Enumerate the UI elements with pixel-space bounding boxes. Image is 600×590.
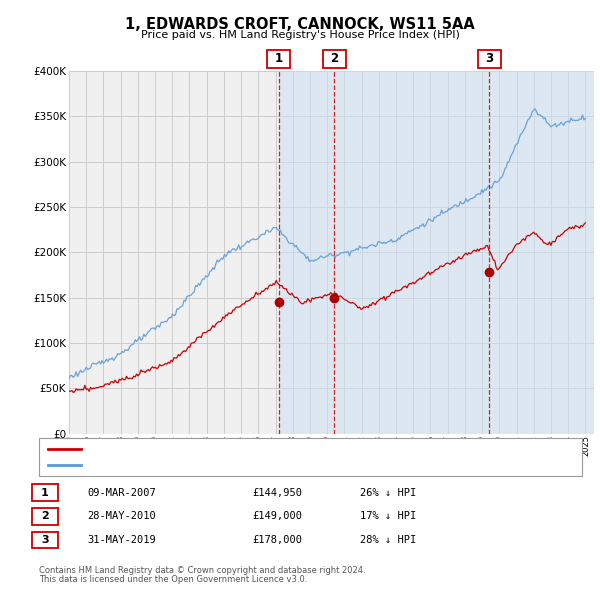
Text: 1: 1 <box>275 53 283 65</box>
Text: £178,000: £178,000 <box>252 535 302 545</box>
Text: 1: 1 <box>41 488 49 497</box>
Text: 3: 3 <box>41 535 49 545</box>
Text: 1, EDWARDS CROFT, CANNOCK, WS11 5AA (detached house): 1, EDWARDS CROFT, CANNOCK, WS11 5AA (det… <box>87 444 386 454</box>
Text: 26% ↓ HPI: 26% ↓ HPI <box>360 488 416 497</box>
Text: Price paid vs. HM Land Registry's House Price Index (HPI): Price paid vs. HM Land Registry's House … <box>140 30 460 40</box>
Text: HPI: Average price, detached house, Cannock Chase: HPI: Average price, detached house, Cann… <box>87 460 343 470</box>
Text: 31-MAY-2019: 31-MAY-2019 <box>87 535 156 545</box>
Text: Contains HM Land Registry data © Crown copyright and database right 2024.: Contains HM Land Registry data © Crown c… <box>39 566 365 575</box>
Text: 09-MAR-2007: 09-MAR-2007 <box>87 488 156 497</box>
Text: £149,000: £149,000 <box>252 512 302 521</box>
Text: 2: 2 <box>41 512 49 521</box>
Bar <box>279 71 594 434</box>
Text: 2: 2 <box>330 53 338 65</box>
Text: 28% ↓ HPI: 28% ↓ HPI <box>360 535 416 545</box>
Text: This data is licensed under the Open Government Licence v3.0.: This data is licensed under the Open Gov… <box>39 575 307 584</box>
Text: 1, EDWARDS CROFT, CANNOCK, WS11 5AA: 1, EDWARDS CROFT, CANNOCK, WS11 5AA <box>125 17 475 31</box>
Text: 3: 3 <box>485 53 493 65</box>
Text: 17% ↓ HPI: 17% ↓ HPI <box>360 512 416 521</box>
Text: 28-MAY-2010: 28-MAY-2010 <box>87 512 156 521</box>
Text: £144,950: £144,950 <box>252 488 302 497</box>
